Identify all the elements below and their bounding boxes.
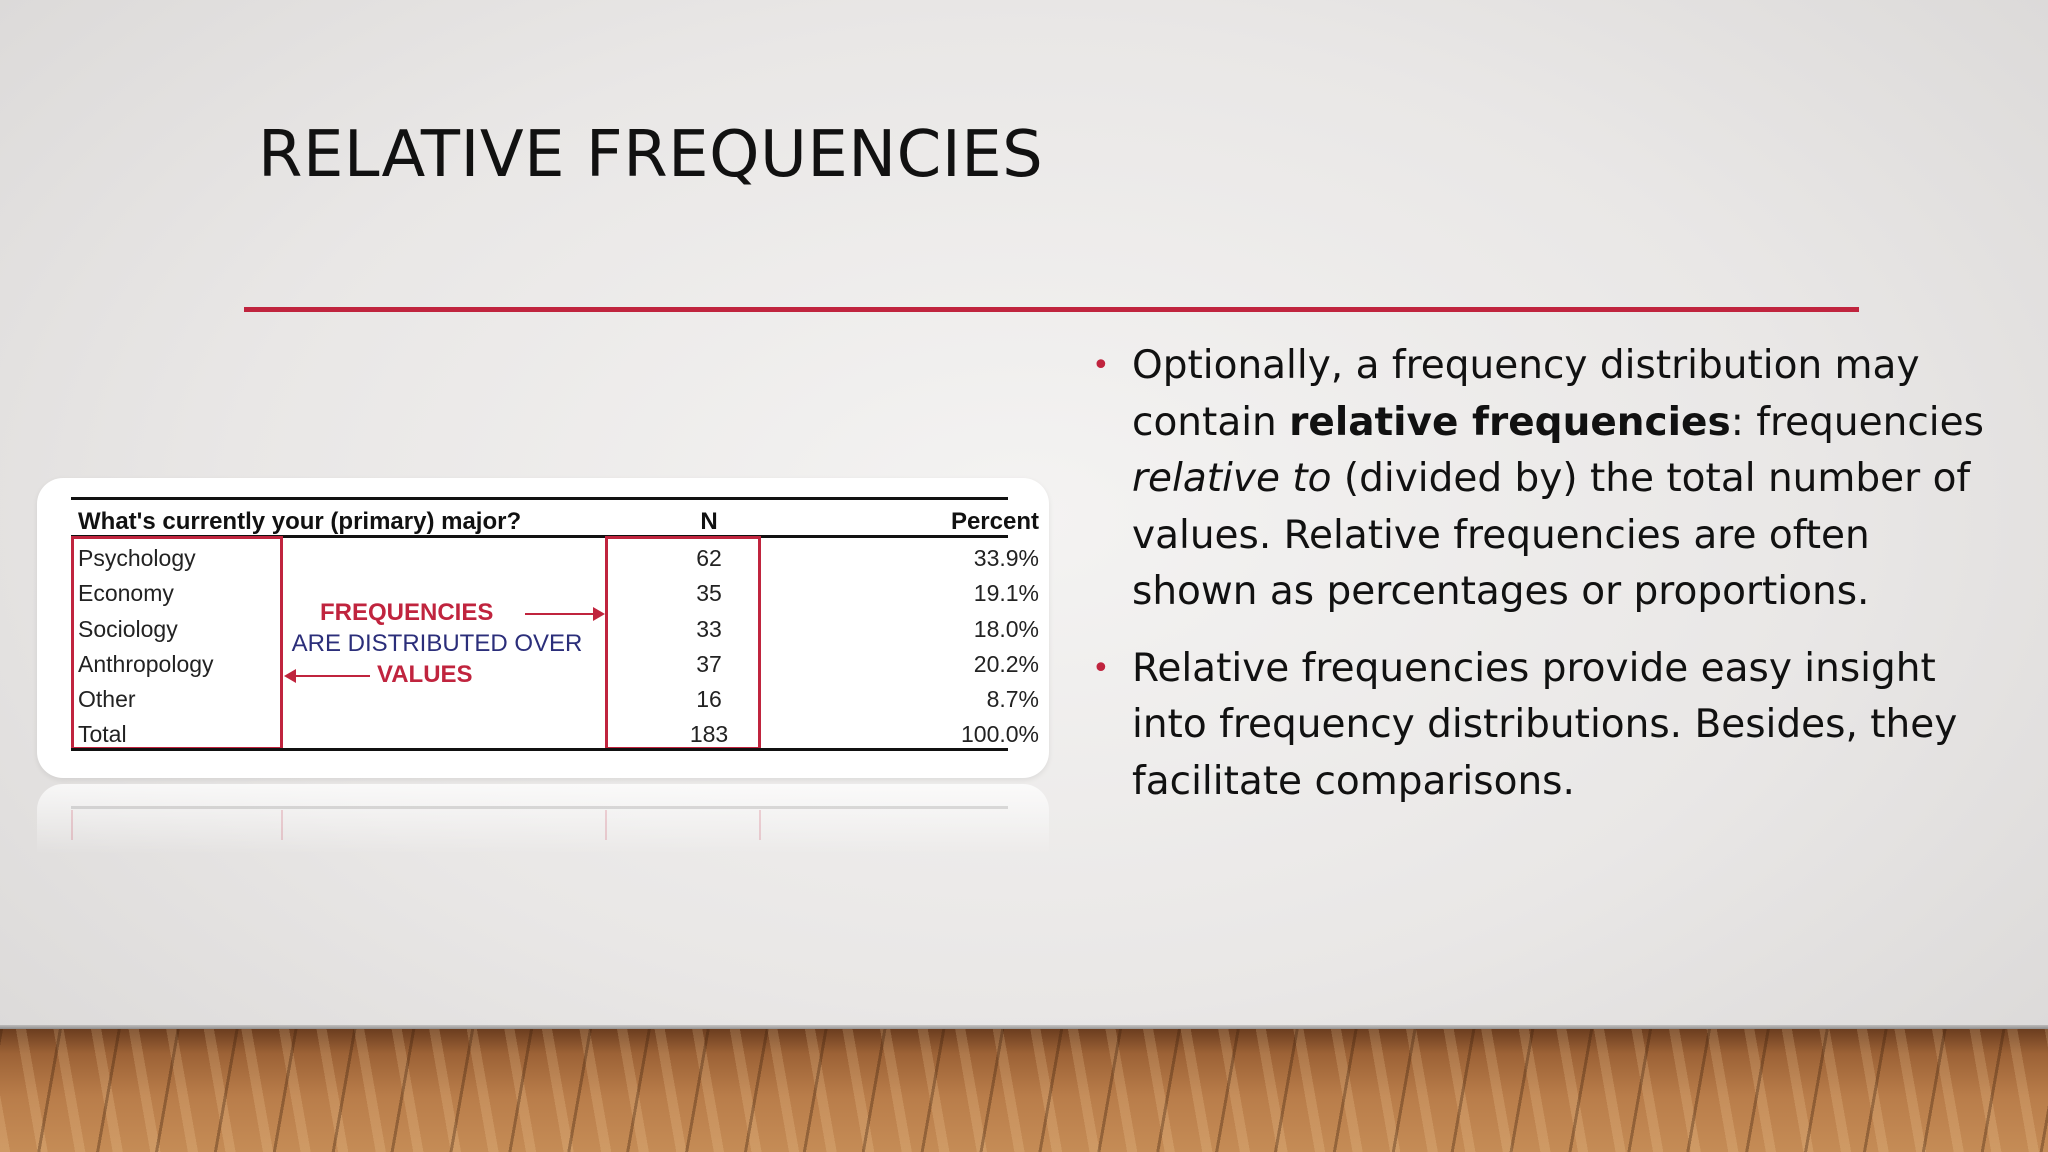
table-row-percent: 18.0% [973,616,1039,642]
arrow-left-icon [284,669,370,683]
table-row-n: 16 [696,686,722,712]
table-row-percent: 33.9% [973,545,1039,571]
table-row-category: Psychology [78,545,196,571]
floor-edge [0,1025,2048,1031]
title-divider [244,307,1859,312]
table-row-percent: 100.0% [960,721,1039,747]
slide-title: RELATIVE FREQUENCIES [258,118,1044,192]
table-row-category: Economy [78,580,174,606]
header-n: N [700,508,718,535]
bullet-text: (divided by) the total number of values.… [1132,456,1971,614]
bullet-item: • Relative frequencies provide easy insi… [1090,641,1990,811]
table-row-n: 35 [696,580,722,606]
table-row-category: Anthropology [78,651,214,677]
table-top-rule [71,497,1008,500]
annotation-frequencies: FREQUENCIES [320,599,494,626]
table-row-category: Sociology [78,616,178,642]
table-row-category: Total [78,721,127,747]
table-row-category: Other [78,686,136,712]
table-row-percent: 8.7% [986,686,1039,712]
bullet-dot-icon: • [1092,650,1110,686]
table-row-n: 183 [689,721,729,747]
frequency-table: What's currently your (primary) major? N… [37,478,1049,778]
bullet-text: Optionally, a frequency distribution may… [1132,343,1920,445]
bullet-italic-term: relative to [1132,456,1332,501]
bullet-text: : frequencies [1730,399,1984,445]
header-percent: Percent [950,508,1039,535]
frequency-table-card: What's currently your (primary) major? N… [37,478,1049,778]
table-row-percent: 20.2% [973,651,1039,677]
header-category: What's currently your (primary) major? [78,508,522,535]
bullet-item: • Optionally, a frequency distribution m… [1090,338,1990,621]
annotation-values: VALUES [377,661,473,688]
table-reflection [37,784,1049,854]
header-rule [71,535,1008,538]
bullet-list: • Optionally, a frequency distribution m… [1090,338,1990,830]
arrow-right-icon [525,607,605,621]
table-bottom-rule [71,748,1008,751]
wood-floor-background [0,1029,2048,1152]
table-row-n: 33 [696,616,722,642]
table-row-n: 62 [696,545,722,571]
table-row-percent: 19.1% [973,580,1039,606]
bullet-text: Relative frequencies provide easy insigh… [1132,645,1958,804]
bullet-dot-icon: • [1092,348,1110,383]
table-row-n: 37 [696,651,722,677]
annotation-distributed-over: ARE DISTRIBUTED OVER [291,630,583,657]
bullet-bold-term: relative frequencies [1289,399,1731,445]
